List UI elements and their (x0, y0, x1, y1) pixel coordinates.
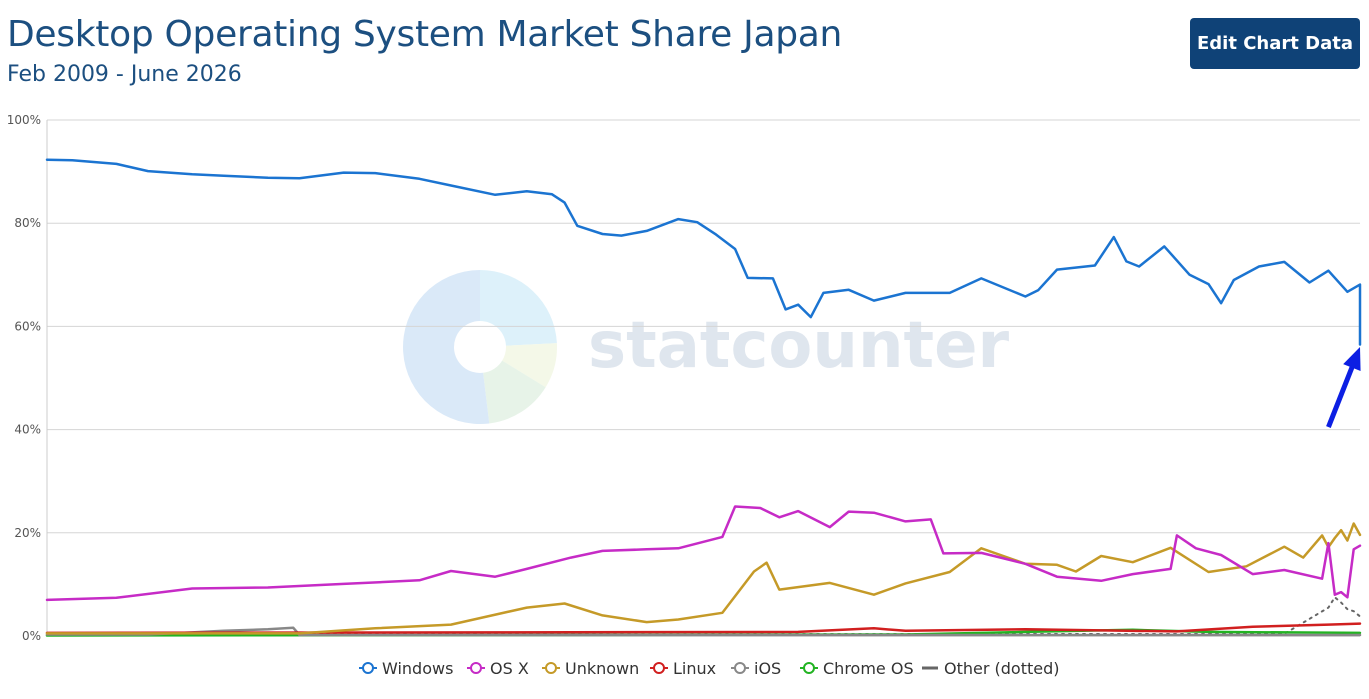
legend-circle-marker (653, 662, 665, 674)
legend-label-windows: Windows (382, 659, 453, 678)
legend-circle-marker (470, 662, 482, 674)
legend-label-linux: Linux (673, 659, 716, 678)
series-line-windows (45, 158, 1362, 346)
y-tick-label: 100% (7, 113, 41, 127)
watermark-logo-segment (502, 343, 557, 388)
legend-label-unknown: Unknown (565, 659, 639, 678)
y-tick-label: 20% (14, 526, 41, 540)
y-tick-label: 60% (14, 319, 41, 333)
legend-circle-marker (362, 662, 374, 674)
page-title: Desktop Operating System Market Share Ja… (7, 14, 843, 55)
legend-label-os-x: OS X (490, 659, 529, 678)
watermark-logo-segment (483, 360, 546, 424)
legend-label-ios: iOS (754, 659, 781, 678)
legend-circle-marker (545, 662, 557, 674)
series-line-unknown (45, 522, 1362, 635)
series-line-os-x (45, 505, 1362, 602)
y-tick-label: 40% (14, 423, 41, 437)
series-line-other-dotted (46, 596, 1361, 636)
y-tick-label: 80% (14, 216, 41, 230)
legend-label-chrome-os: Chrome OS (823, 659, 914, 678)
page-subtitle: Feb 2009 - June 2026 (7, 62, 242, 87)
watermark-text: statcounter (588, 309, 1010, 383)
legend-circle-marker (734, 662, 746, 674)
edit-chart-data-button[interactable]: Edit Chart Data (1190, 18, 1360, 69)
legend-circle-marker (803, 662, 815, 674)
y-tick-label: 0% (22, 629, 41, 643)
watermark-logo-segment (480, 270, 557, 346)
annotation-arrow-shaft (1326, 366, 1355, 428)
series-line-linux (45, 622, 1362, 635)
annotation-arrow-head (1343, 347, 1361, 372)
legend-label-other-dotted: Other (dotted) (944, 659, 1060, 678)
watermark-logo-segment (402, 270, 490, 424)
